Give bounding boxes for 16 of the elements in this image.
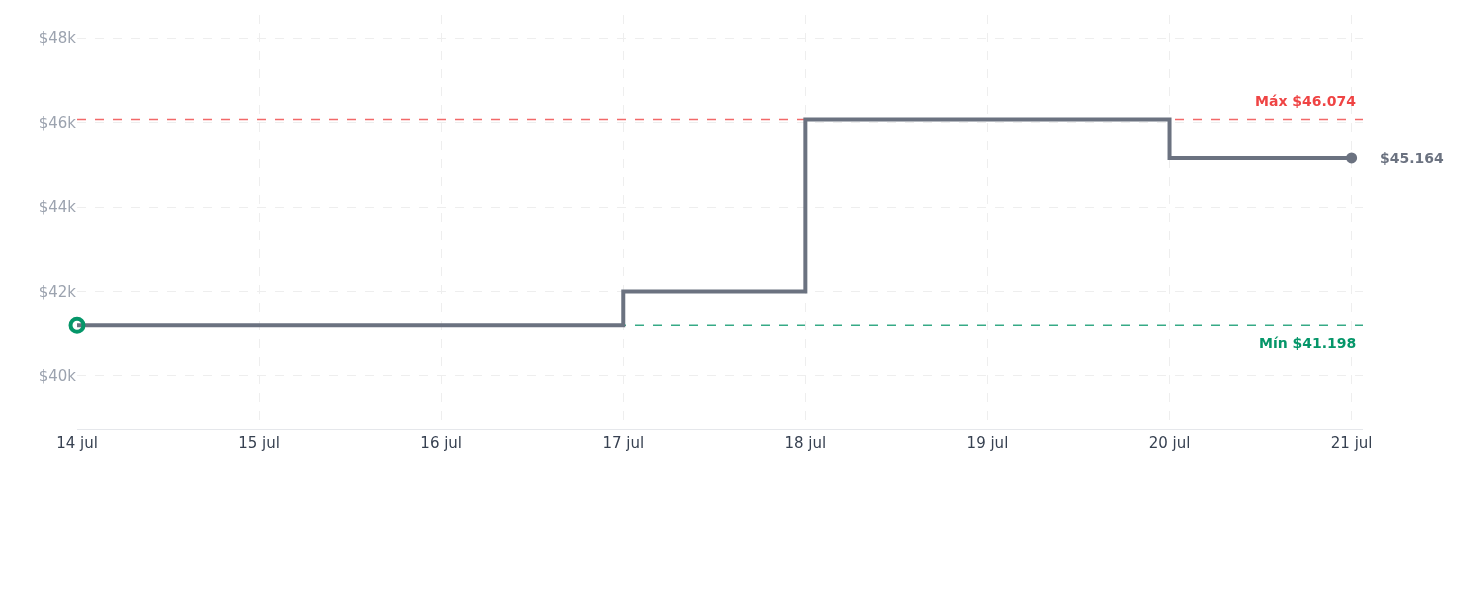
x-tick-label: 16 jul: [420, 434, 463, 452]
ref-line-label: Máx $46.074: [1255, 93, 1357, 109]
y-tick-label: $46k: [38, 113, 77, 132]
x-tick-label: 14 jul: [56, 434, 98, 452]
y-tick-label: $48k: [38, 29, 77, 48]
x-tick-label: 21 jul: [1330, 434, 1373, 452]
x-tick-label: 17 jul: [602, 434, 645, 452]
annotation: $45.164: [1380, 150, 1445, 166]
x-tick-label: 18 jul: [784, 434, 827, 452]
y-tick-label: $40k: [38, 367, 77, 386]
x-tick-label: 19 jul: [966, 434, 1009, 452]
y-tick-label: $42k: [38, 282, 77, 301]
x-tick-label: 15 jul: [238, 434, 280, 452]
ref-line-label: Mín $41.198: [1259, 335, 1357, 351]
x-tick-label: 20 jul: [1148, 434, 1191, 452]
y-tick-label: $44k: [38, 198, 77, 217]
